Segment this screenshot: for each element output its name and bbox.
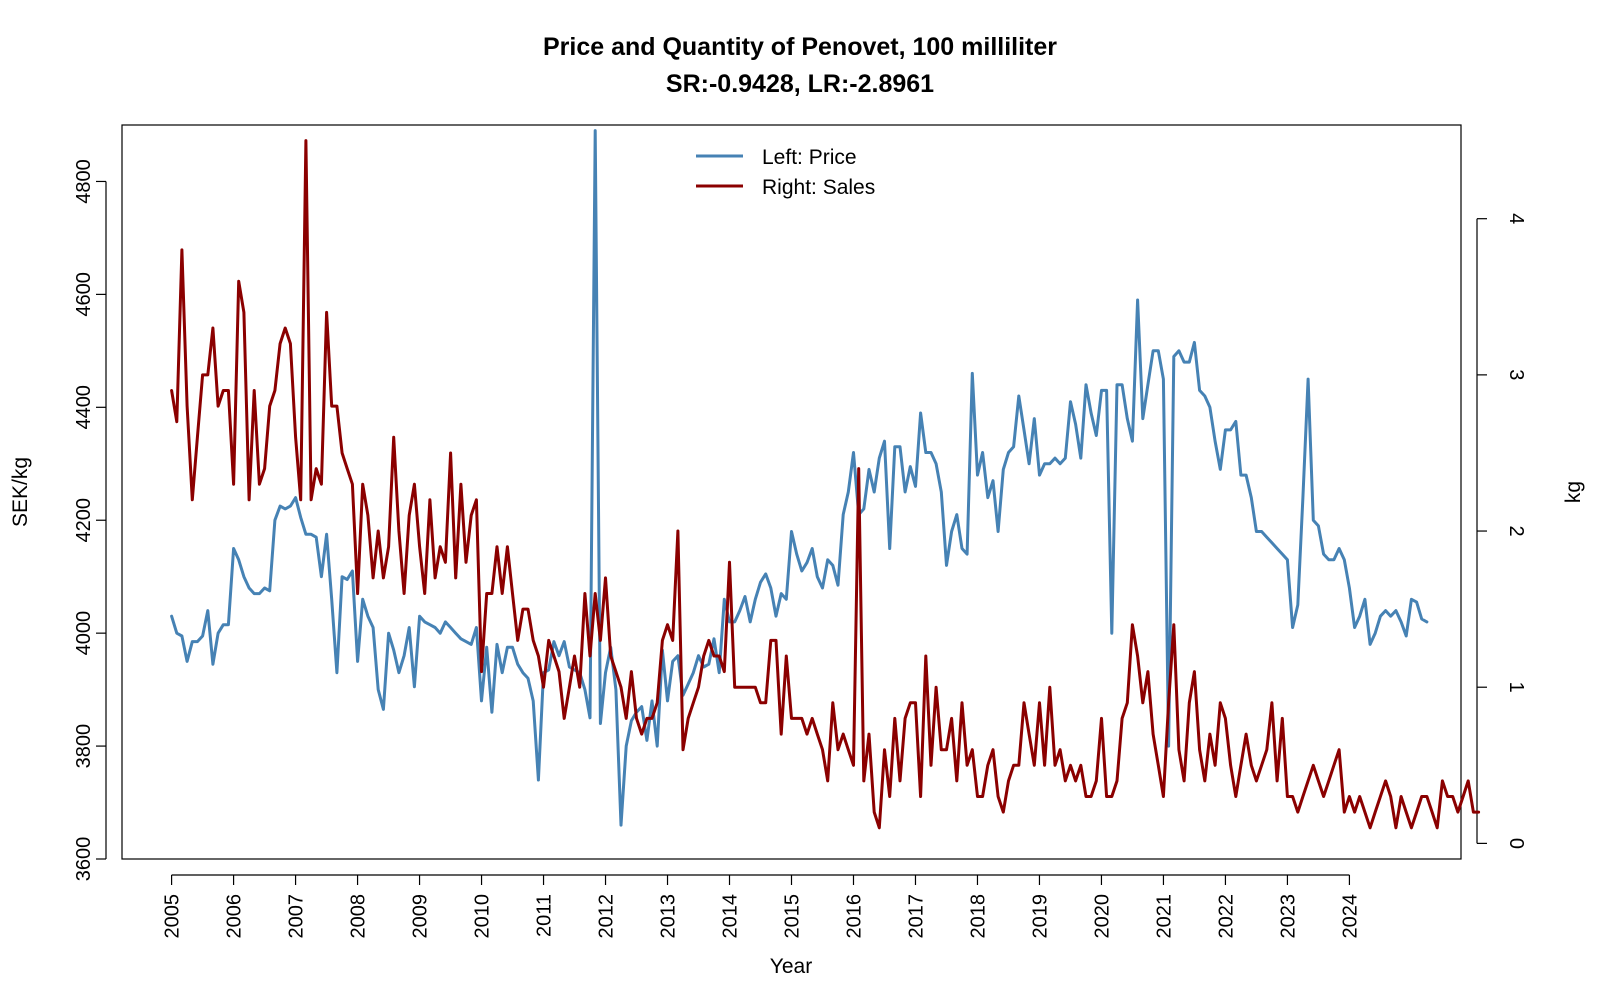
- x-tick-label: 2013: [658, 894, 680, 939]
- x-tick-label: 2022: [1215, 894, 1237, 939]
- x-tick-label: 2008: [348, 894, 370, 939]
- y-left-axis-label: SEK/kg: [9, 457, 32, 527]
- x-axis-label: Year: [770, 955, 812, 978]
- y-right-axis: 0 1 2 3 4: [1476, 213, 1527, 849]
- x-tick-label: 2011: [534, 894, 556, 937]
- y-left-tick-label: 4600: [73, 272, 95, 317]
- chart-subtitle: SR:-0.9428, LR:-2.8961: [666, 70, 934, 98]
- chart-title: Price and Quantity of Penovet, 100 milli…: [543, 33, 1057, 61]
- y-left-tick-label: 4200: [73, 498, 95, 543]
- y-left-tick-label: 4800: [73, 159, 95, 204]
- plot-area-frame: [121, 124, 1462, 860]
- x-tick-label: 2016: [843, 894, 865, 939]
- y-right-tick-label: 3: [1505, 369, 1527, 380]
- x-tick-label: 2006: [224, 894, 246, 939]
- y-left-tick-label: 3600: [73, 837, 95, 882]
- price-series-line: [170, 129, 1429, 827]
- y-left-axis: 3600 3800 4000 4200 4400 4600 4800: [73, 159, 107, 882]
- x-tick-label: 2021: [1153, 894, 1175, 939]
- y-left-tick-label: 4000: [73, 611, 95, 656]
- y-left-tick-label: 3800: [73, 724, 95, 769]
- x-tick-label: 2015: [782, 894, 804, 939]
- x-tick-label: 2019: [1029, 894, 1051, 939]
- legend: Left: Price Right: Sales: [696, 146, 875, 199]
- x-tick-label: 2020: [1091, 894, 1113, 939]
- x-tick-label: 2023: [1277, 894, 1299, 939]
- y-right-axis-label: kg: [1562, 481, 1585, 503]
- y-left-tick-label: 4400: [73, 385, 95, 430]
- x-tick-label: 2014: [720, 894, 742, 939]
- legend-price-label: Left: Price: [762, 146, 857, 169]
- y-right-tick-label: 1: [1505, 682, 1527, 693]
- sales-series-line: [170, 139, 1481, 830]
- x-axis: 2005 2006 2007 2008 2009 2010 2011 2012 2013 2014…: [162, 874, 1361, 939]
- legend-sales-label: Right: Sales: [762, 176, 875, 199]
- x-tick-label: 2018: [967, 894, 989, 939]
- x-tick-label: 2012: [596, 894, 618, 939]
- x-tick-label: 2009: [410, 894, 432, 939]
- series-layer: [170, 129, 1481, 830]
- y-right-tick-label: 2: [1505, 525, 1527, 536]
- x-tick-label: 2007: [286, 894, 308, 939]
- x-tick-label: 2005: [162, 894, 184, 939]
- x-tick-label: 2017: [905, 894, 927, 939]
- y-right-tick-label: 4: [1505, 213, 1527, 224]
- y-right-tick-label: 0: [1505, 838, 1527, 849]
- x-tick-label: 2024: [1339, 894, 1361, 939]
- x-tick-label: 2010: [472, 894, 494, 939]
